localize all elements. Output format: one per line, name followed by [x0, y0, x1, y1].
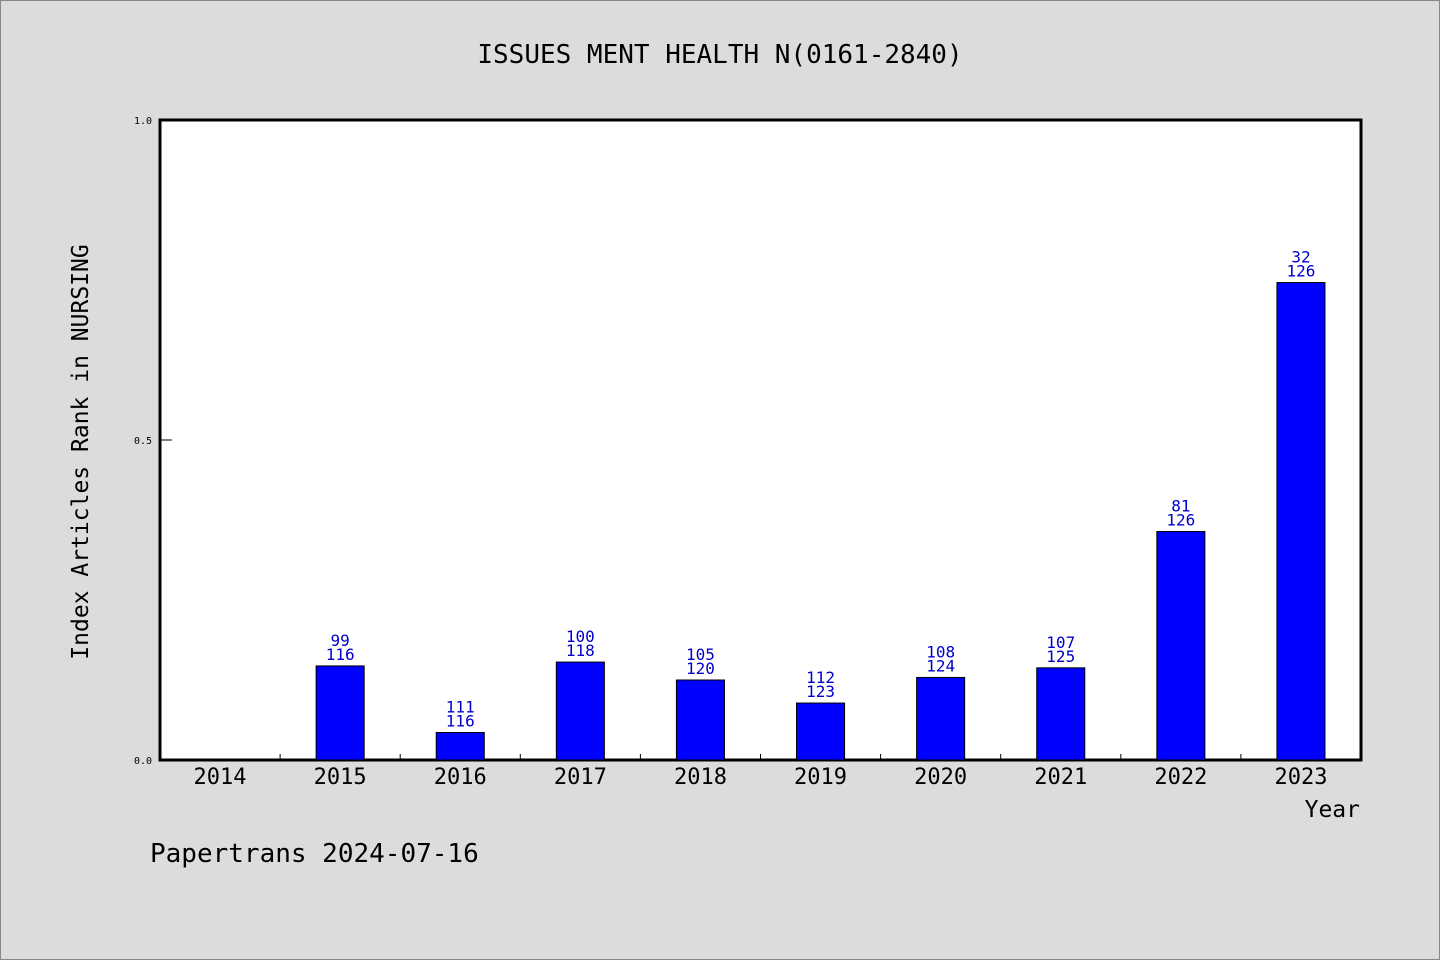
bar-rank-label: 112 [806, 668, 835, 687]
footer-credit: Papertrans 2024-07-16 [150, 839, 479, 869]
bar-total-label: 116 [446, 711, 475, 730]
x-tick-label: 2022 [1154, 765, 1207, 790]
x-axis-label: Year [1305, 797, 1360, 823]
x-tick-label: 2021 [1034, 765, 1087, 790]
bar [1036, 667, 1086, 761]
y-axis-label: Index Articles Rank in NURSING [68, 244, 94, 659]
bar [1276, 282, 1326, 761]
bar [916, 676, 966, 761]
x-tick-label: 2015 [314, 765, 367, 790]
y-tick-label: 0.0 [134, 756, 152, 767]
x-tick-label: 2023 [1274, 765, 1327, 790]
bar-total-label: 120 [686, 659, 715, 678]
y-tick-label: 1.0 [134, 116, 152, 127]
bar [796, 702, 846, 761]
bar-rank-label: 99 [331, 631, 350, 650]
bar-total-label: 118 [566, 641, 595, 660]
x-tick-label: 2016 [434, 765, 487, 790]
bar [675, 679, 725, 761]
bar-total-label: 125 [1046, 647, 1075, 666]
y-axis: 0.0 0.5 1.0 [134, 116, 172, 767]
bar-rank-label: 111 [446, 697, 475, 716]
bar-rank-label: 100 [566, 627, 595, 646]
bar [555, 661, 605, 761]
bar-total-label: 124 [926, 656, 955, 675]
x-tick-label: 2017 [554, 765, 607, 790]
bar-rank-label: 107 [1046, 633, 1075, 652]
bar-total-label: 116 [326, 645, 355, 664]
bar [435, 731, 485, 761]
y-tick-label: 0.5 [134, 436, 152, 447]
x-tick-label: 2020 [914, 765, 967, 790]
bar-total-label: 126 [1166, 511, 1195, 530]
bar [315, 665, 365, 761]
x-axis: 2014 2015 2016 2017 2018 2019 2020 2021 2022 2023 [194, 754, 1327, 790]
bar-rank-label: 108 [926, 642, 955, 661]
bar-rank-label: 81 [1171, 497, 1190, 516]
x-tick-label: 2014 [194, 765, 247, 790]
x-tick-label: 2019 [794, 765, 847, 790]
bar [1156, 531, 1206, 761]
bar-total-label: 126 [1286, 262, 1315, 281]
bar-total-label: 123 [806, 682, 835, 701]
chart-title: ISSUES MENT HEALTH N(0161-2840) [477, 40, 962, 70]
x-tick-label: 2018 [674, 765, 727, 790]
bar-rank-label: 32 [1291, 248, 1310, 267]
bar-rank-label: 105 [686, 645, 715, 664]
